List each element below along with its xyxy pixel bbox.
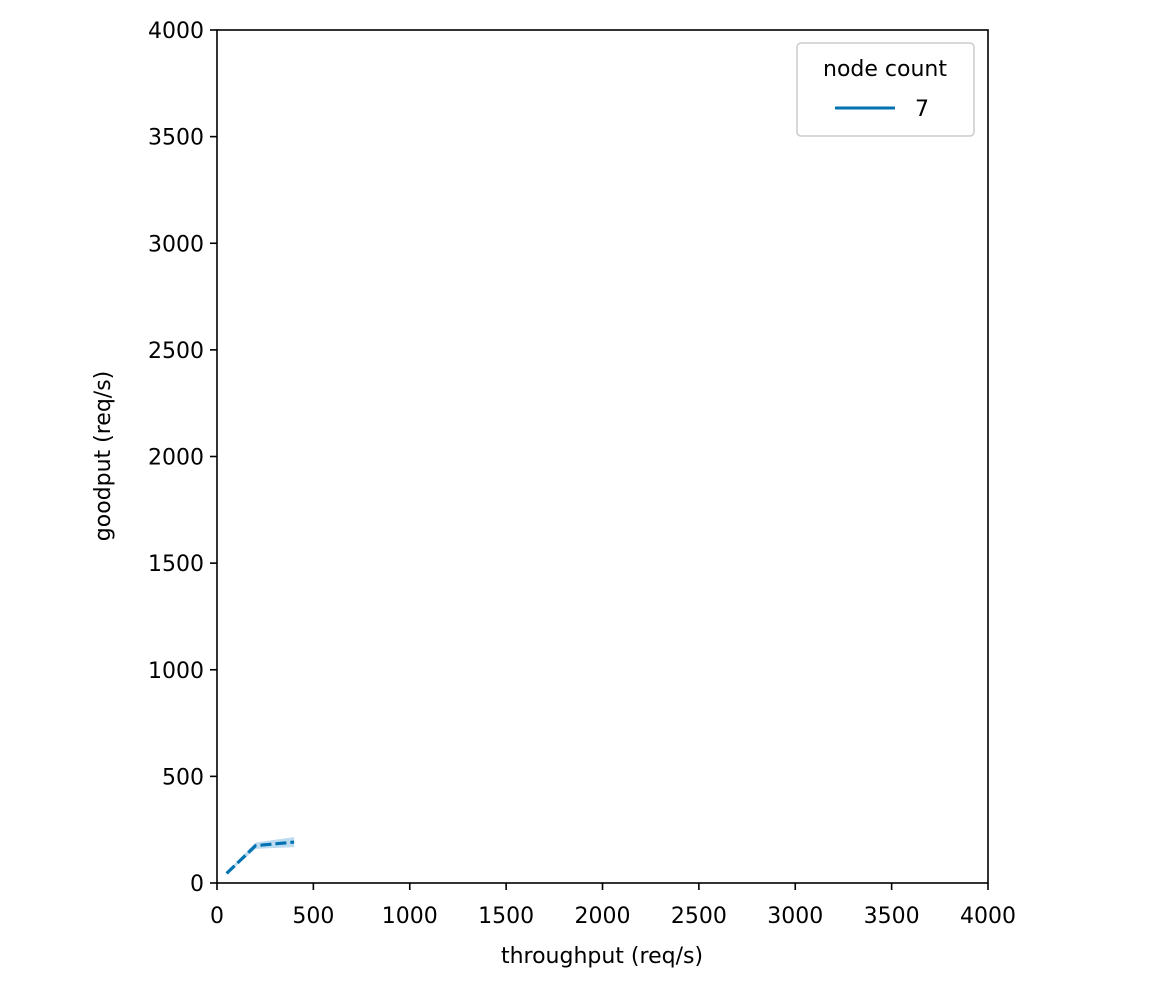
y-axis: 0 500 1000 1500 2000 2500 3000 3500 4000 bbox=[148, 19, 217, 897]
x-tick-label-500: 500 bbox=[292, 904, 334, 929]
y-axis-label: goodput (req/s) bbox=[91, 371, 116, 541]
x-axis-label: throughput (req/s) bbox=[501, 944, 703, 969]
legend-entry-7: 7 bbox=[915, 97, 929, 122]
y-tick-label-3500: 3500 bbox=[148, 126, 204, 151]
x-axis: 0 500 1000 1500 2000 2500 3000 3500 4000 bbox=[210, 883, 1016, 929]
x-tick-label-2000: 2000 bbox=[575, 904, 631, 929]
y-tick-label-4000: 4000 bbox=[148, 19, 204, 44]
x-tick-label-0: 0 bbox=[210, 904, 224, 929]
plot-area bbox=[217, 30, 988, 883]
legend-box bbox=[796, 42, 975, 137]
y-tick-label-2500: 2500 bbox=[148, 339, 204, 364]
y-tick-label-0: 0 bbox=[190, 872, 204, 897]
x-tick-label-1000: 1000 bbox=[382, 904, 438, 929]
y-tick-label-1000: 1000 bbox=[148, 659, 204, 684]
x-tick-label-1500: 1500 bbox=[478, 904, 534, 929]
y-tick-label-2000: 2000 bbox=[148, 446, 204, 471]
x-tick-label-4000: 4000 bbox=[960, 904, 1016, 929]
y-tick-label-1500: 1500 bbox=[148, 552, 204, 577]
series-band-7 bbox=[226, 837, 295, 875]
x-tick-label-2500: 2500 bbox=[671, 904, 727, 929]
y-tick-label-500: 500 bbox=[162, 765, 204, 790]
legend: node count 7 bbox=[796, 42, 975, 137]
legend-title: node count bbox=[823, 57, 947, 82]
x-tick-label-3000: 3000 bbox=[767, 904, 823, 929]
series-layer bbox=[225, 837, 295, 875]
x-tick-label-3500: 3500 bbox=[864, 904, 920, 929]
y-tick-label-3000: 3000 bbox=[148, 232, 204, 257]
